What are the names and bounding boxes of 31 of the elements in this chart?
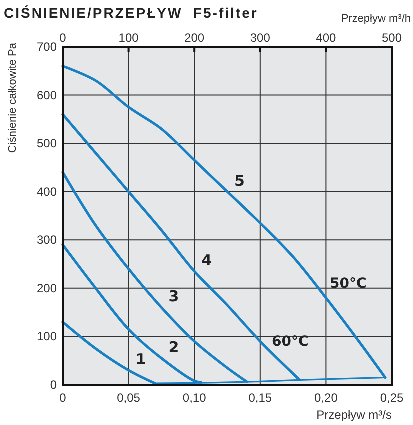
y-tick-label: 600 bbox=[36, 88, 58, 102]
y-axis-title: Ciśnienie całkowite Pa bbox=[7, 42, 19, 154]
y-tick-label: 400 bbox=[36, 184, 58, 199]
series-label: 4 bbox=[202, 252, 212, 270]
y-tick-label: 0 bbox=[50, 378, 58, 392]
x2-tick-label: 500 bbox=[382, 31, 402, 45]
x2-axis-title: Przepływ m³/h bbox=[341, 13, 411, 25]
x-tick-label: 0,15 bbox=[248, 391, 272, 405]
series-label: 1 bbox=[136, 350, 146, 369]
x2-tick-label: 200 bbox=[184, 31, 205, 45]
y-tick-label: 100 bbox=[36, 330, 58, 344]
y-tick-label: 200 bbox=[36, 281, 58, 296]
x-tick-label: 0,10 bbox=[182, 391, 207, 405]
y-tick-label: 500 bbox=[36, 136, 58, 151]
series-label: 3 bbox=[168, 288, 180, 306]
y-tick-label: 700 bbox=[36, 40, 58, 54]
x2-tick-label: 0 bbox=[60, 31, 67, 45]
chart-title: CIŚNIENIE/PRZEPŁYW F5-filter bbox=[4, 5, 258, 21]
annotation: 50°C bbox=[330, 276, 367, 292]
x-axis-title: Przepływ m³/s bbox=[316, 408, 392, 422]
x-tick-label: 0,25 bbox=[380, 391, 404, 405]
x-tick-label: 0,20 bbox=[314, 391, 338, 405]
x2-tick-label: 300 bbox=[250, 31, 271, 45]
x2-tick-label: 100 bbox=[118, 31, 140, 45]
x2-tick-label: 400 bbox=[316, 31, 337, 45]
x-tick-label: 0,05 bbox=[117, 391, 141, 405]
x-tick-label: 0 bbox=[60, 391, 67, 405]
y-tick-label: 300 bbox=[36, 233, 58, 248]
annotation: 60°C bbox=[272, 334, 309, 350]
series-label: 2 bbox=[168, 338, 180, 356]
series-label: 5 bbox=[234, 172, 245, 190]
